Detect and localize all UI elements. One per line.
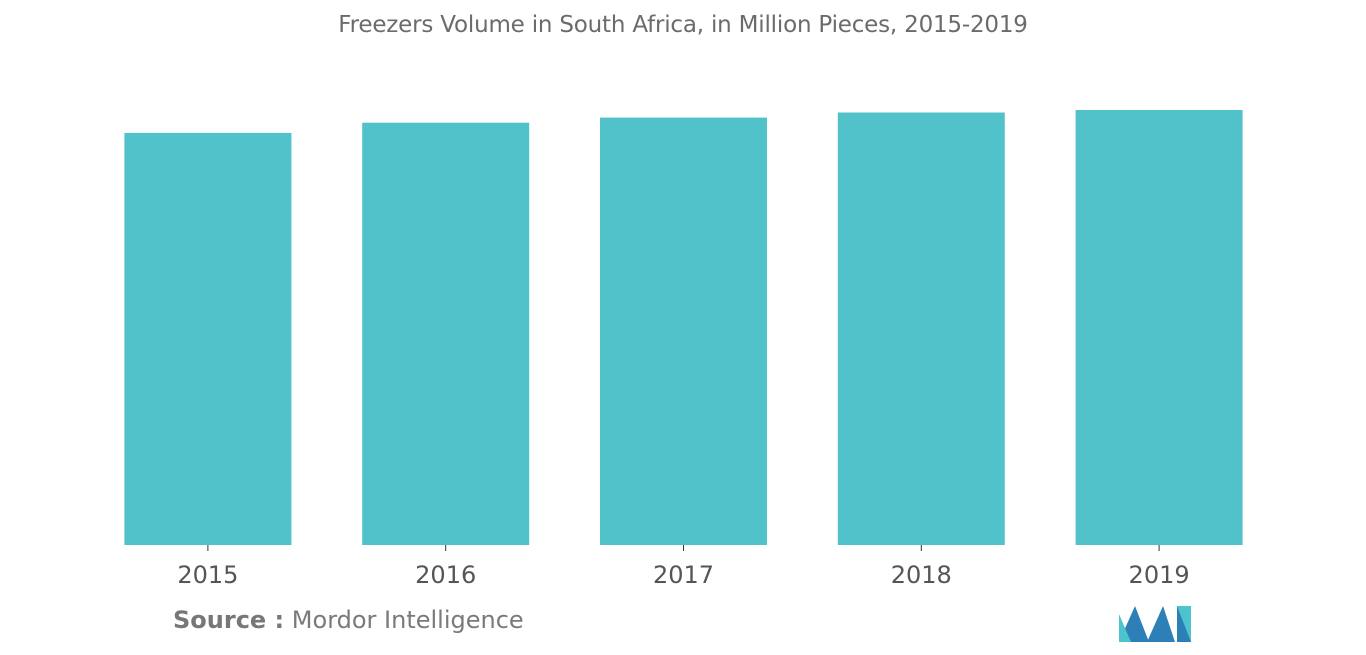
bar-chart: 2015 2016 2017 2018 2019 — [124, 110, 1243, 589]
x-ticks-group — [207, 545, 1160, 551]
chart-title: Freezers Volume in South Africa, in Mill… — [338, 12, 1028, 38]
bar-2015 — [124, 132, 292, 545]
bars-group — [124, 110, 1243, 545]
bar-2017 — [600, 117, 767, 545]
source-text: Mordor Intelligence — [291, 606, 524, 634]
x-tick-label-2018: 2018 — [891, 561, 952, 589]
x-tick-label-2016: 2016 — [415, 561, 476, 589]
x-tick-label-2015: 2015 — [177, 561, 238, 589]
logo-mid-shape — [1147, 606, 1175, 642]
x-tick-label-2019: 2019 — [1129, 561, 1190, 589]
bar-2018 — [837, 112, 1005, 545]
source-note: Source : Mordor Intelligence — [173, 606, 524, 634]
bar-2019 — [1075, 110, 1243, 545]
bar-2016 — [362, 122, 530, 545]
x-tick-label-2017: 2017 — [653, 561, 714, 589]
logo-right-accent — [1177, 606, 1191, 642]
x-tick-labels-group: 2015 2016 2017 2018 2019 — [177, 561, 1189, 589]
source-label: Source : — [173, 606, 285, 634]
logo-left-accent — [1119, 614, 1131, 642]
mordor-intelligence-logo-icon — [1119, 606, 1191, 642]
